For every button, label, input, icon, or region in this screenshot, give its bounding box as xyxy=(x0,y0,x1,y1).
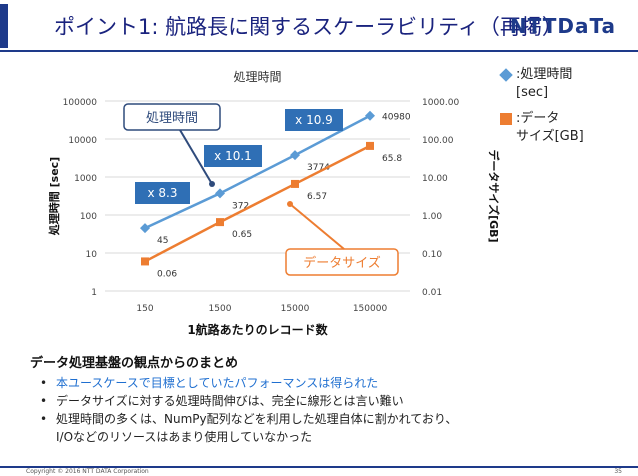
size-callout-box xyxy=(285,248,399,276)
size-callout: データサイズ xyxy=(303,255,381,271)
y-right-tick-label: 100.00 xyxy=(422,136,454,146)
brand-logo: NTTDaTa xyxy=(509,14,616,38)
data-label-size: 6.57 xyxy=(307,192,327,202)
footer-copyright: Copyright © 2016 NTT DATA Corporation xyxy=(26,468,149,475)
ratio-callout-1: x 8.3 xyxy=(148,186,178,200)
ratio-callout-3-box xyxy=(285,109,343,131)
legend-time-line2: [sec] xyxy=(516,85,549,100)
y-right-tick-label: 0.01 xyxy=(422,288,442,298)
time-callout: 処理時間 xyxy=(146,111,198,126)
summary-bullet-3-cont: I/Oなどのリソースはあまり使用していなかった xyxy=(56,430,313,444)
y-left-tick-label: 1 xyxy=(91,288,97,298)
title-accent-bar xyxy=(0,4,8,48)
x-tick-label: 150 xyxy=(136,304,153,314)
square-marker-icon xyxy=(500,113,512,125)
data-label-time: 40980 xyxy=(382,113,411,123)
summary-list: 本ユースケースで目標としていたパフォーマンスは得られた データサイズに対する処理… xyxy=(40,374,600,446)
x-tick-label: 15000 xyxy=(281,304,310,314)
series-time-point xyxy=(365,110,375,121)
y-axis-left-label: 処理時間 [sec] xyxy=(47,157,61,236)
x-axis-label: 1航路あたりのレコード数 xyxy=(187,322,328,337)
data-label-size: 0.06 xyxy=(157,269,177,279)
series-size-point xyxy=(216,218,224,227)
ratio-callout-3: x 10.9 xyxy=(295,113,333,127)
series-time-point xyxy=(215,188,225,199)
y-right-tick-label: 10.00 xyxy=(422,174,448,184)
chart-legend: :処理時間 [sec] :データ サイズ[GB] xyxy=(499,66,630,154)
time-callout-box xyxy=(123,103,221,131)
y-right-tick-label: 1000.00 xyxy=(422,98,459,108)
ratio-callout-2-box xyxy=(204,145,262,167)
summary-bullet-2: データサイズに対する処理時間伸びは、完全に線形とは言い難い xyxy=(40,392,600,410)
data-label-time: 3774 xyxy=(307,163,330,173)
series-size-point xyxy=(291,179,299,188)
slide-title: ポイント1: 航路長に関するスケーラビリティ（再掲） xyxy=(54,15,563,39)
legend-item-time: :処理時間 [sec] xyxy=(499,66,630,102)
ratio-callout-1-box xyxy=(135,182,190,204)
series-time-point xyxy=(140,223,150,234)
series-size-point xyxy=(366,141,374,150)
y-left-tick-label: 10000 xyxy=(68,136,97,146)
title-divider xyxy=(0,50,638,52)
series-time-line xyxy=(144,114,371,230)
chart: 1 10 100 1000 10000 100000 0.01 0.10 1.00 10.00 10… xyxy=(47,70,500,337)
legend-size-line1: :データ xyxy=(516,111,560,126)
legend-time-line1: :処理時間 xyxy=(516,67,573,82)
data-label-time: 45 xyxy=(157,236,168,246)
diamond-marker-icon xyxy=(499,68,513,82)
y-left-tick-label: 10 xyxy=(86,250,98,260)
data-label-time: 372 xyxy=(232,201,249,211)
summary-heading: データ処理基盤の観点からのまとめ xyxy=(30,356,239,371)
y-left-tick-label: 1000 xyxy=(74,174,97,184)
legend-size-line2: サイズ[GB] xyxy=(516,129,584,144)
time-callout-pointer-dot xyxy=(209,181,215,187)
footer-divider xyxy=(0,466,638,468)
chart-title: 処理時間 xyxy=(233,70,281,84)
series-size-line xyxy=(144,144,371,263)
x-tick-label: 1500 xyxy=(209,304,232,314)
legend-item-size: :データ サイズ[GB] xyxy=(500,110,630,146)
y-axis-right-label: データサイズ[GB] xyxy=(487,149,500,242)
x-tick-label: 150000 xyxy=(353,304,388,314)
y-right-tick-label: 1.00 xyxy=(422,212,442,222)
size-callout-pointer-dot xyxy=(287,201,293,207)
summary-bullet-3: 処理時間の多くは、NumPy配列などを利用した処理自体に割かれており、 xyxy=(40,410,600,428)
y-left-tick-label: 100000 xyxy=(63,98,98,108)
y-left-tick-label: 100 xyxy=(80,212,97,222)
series-size-point xyxy=(141,257,149,266)
y-right-tick-label: 0.10 xyxy=(422,250,442,260)
data-label-size: 65.8 xyxy=(382,154,402,164)
series-time-point xyxy=(290,150,300,161)
size-callout-pointer xyxy=(289,203,345,250)
summary-bullet-1: 本ユースケースで目標としていたパフォーマンスは得られた xyxy=(40,374,600,392)
time-callout-pointer xyxy=(179,129,213,185)
ratio-callout-2: x 10.1 xyxy=(214,149,252,163)
title-bar: ポイント1: 航路長に関するスケーラビリティ（再掲） NTTDaTa xyxy=(0,0,638,52)
page-number: 35 xyxy=(614,468,622,475)
data-label-size: 0.65 xyxy=(232,230,252,240)
